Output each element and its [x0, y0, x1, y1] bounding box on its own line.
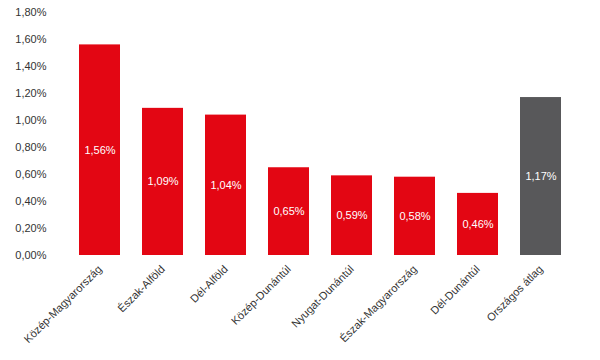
svg-text:0,60%: 0,60% [15, 168, 46, 180]
svg-text:0,00%: 0,00% [15, 249, 46, 261]
svg-text:Észak-Magyarország: Észak-Magyarország [337, 263, 419, 345]
svg-text:Dél-Alföld: Dél-Alföld [188, 263, 230, 305]
svg-text:Dél-Dunántúl: Dél-Dunántúl [428, 263, 482, 317]
svg-text:1,20%: 1,20% [15, 87, 46, 99]
svg-text:Közép-Dunántúl: Közép-Dunántúl [229, 263, 293, 327]
svg-text:0,46%: 0,46% [462, 218, 493, 230]
svg-text:0,65%: 0,65% [273, 205, 304, 217]
svg-text:Észak-Alföld: Észak-Alföld [115, 263, 167, 315]
svg-text:Országos átlag: Országos átlag [484, 263, 545, 324]
svg-text:1,04%: 1,04% [210, 179, 241, 191]
svg-text:Nyugat-Dunántúl: Nyugat-Dunántúl [289, 263, 356, 330]
svg-text:0,40%: 0,40% [15, 195, 46, 207]
svg-text:Közép-Magyarország: Közép-Magyarország [21, 263, 103, 345]
svg-text:1,09%: 1,09% [147, 175, 178, 187]
svg-text:1,00%: 1,00% [15, 114, 46, 126]
svg-text:1,40%: 1,40% [15, 60, 46, 72]
svg-text:1,56%: 1,56% [84, 144, 115, 156]
svg-text:0,80%: 0,80% [15, 141, 46, 153]
svg-text:0,20%: 0,20% [15, 222, 46, 234]
svg-text:1,80%: 1,80% [15, 6, 46, 18]
svg-text:0,59%: 0,59% [336, 209, 367, 221]
svg-text:1,17%: 1,17% [525, 170, 556, 182]
svg-text:1,60%: 1,60% [15, 33, 46, 45]
svg-text:0,58%: 0,58% [399, 210, 430, 222]
